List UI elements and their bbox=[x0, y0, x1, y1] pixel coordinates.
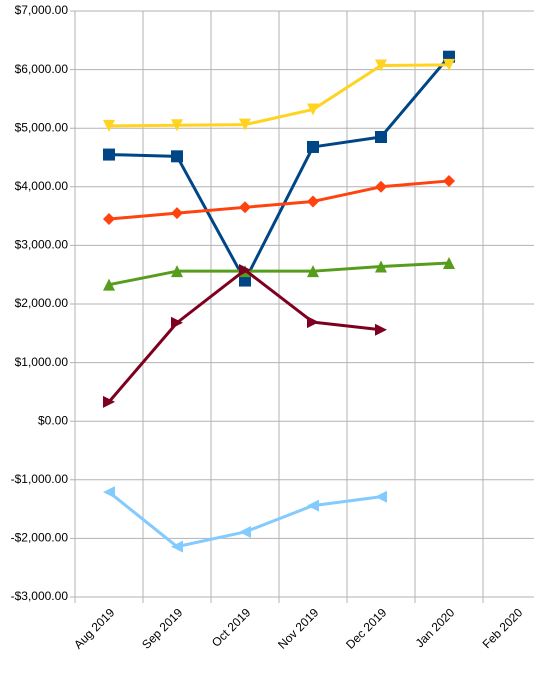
marker bbox=[443, 256, 455, 269]
marker bbox=[307, 316, 319, 329]
marker bbox=[375, 260, 387, 273]
marker bbox=[103, 119, 115, 132]
marker bbox=[239, 201, 251, 214]
x-tick-label: Jan 2020 bbox=[413, 605, 458, 650]
y-tick-label: -$2,000.00 bbox=[11, 531, 69, 545]
y-tick-label: $2,000.00 bbox=[15, 296, 69, 310]
marker bbox=[307, 195, 319, 208]
x-tick-label: Oct 2019 bbox=[209, 605, 254, 650]
marker bbox=[239, 118, 251, 131]
series-line bbox=[108, 179, 450, 221]
y-tick-label: $1,000.00 bbox=[15, 355, 69, 369]
marker bbox=[103, 213, 115, 226]
y-tick-label: -$3,000.00 bbox=[11, 589, 69, 603]
marker bbox=[307, 140, 319, 153]
marker bbox=[171, 265, 183, 278]
marker bbox=[239, 264, 251, 277]
marker bbox=[443, 58, 455, 71]
marker bbox=[171, 540, 183, 553]
y-tick-label: $4,000.00 bbox=[15, 179, 69, 193]
marker bbox=[375, 130, 387, 143]
x-tick-label: Sep 2019 bbox=[139, 605, 185, 651]
marker bbox=[103, 278, 115, 291]
marker bbox=[171, 150, 183, 163]
x-tick-label: Nov 2019 bbox=[275, 605, 321, 651]
marker bbox=[103, 486, 115, 499]
marker bbox=[103, 148, 115, 161]
marker bbox=[307, 499, 319, 512]
y-tick-label: $3,000.00 bbox=[15, 238, 69, 252]
series-line bbox=[108, 63, 450, 128]
y-tick-label: $5,000.00 bbox=[15, 120, 69, 134]
x-tick-label: Feb 2020 bbox=[480, 605, 526, 651]
y-tick-label: $6,000.00 bbox=[15, 62, 69, 76]
marker bbox=[375, 180, 387, 193]
marker bbox=[171, 119, 183, 132]
marker bbox=[307, 265, 319, 278]
marker bbox=[171, 207, 183, 220]
y-tick-label: -$1,000.00 bbox=[11, 472, 69, 486]
series-line bbox=[107, 268, 382, 403]
series-line bbox=[108, 55, 451, 283]
marker bbox=[307, 103, 319, 116]
marker bbox=[443, 174, 455, 187]
marker bbox=[375, 490, 387, 503]
series-line bbox=[108, 261, 450, 287]
x-tick-label: Aug 2019 bbox=[71, 605, 117, 651]
marker bbox=[103, 395, 115, 408]
marker bbox=[375, 323, 387, 336]
marker bbox=[375, 59, 387, 72]
y-tick-label: $0.00 bbox=[38, 413, 68, 427]
x-tick-label: Dec 2019 bbox=[343, 605, 389, 651]
marker bbox=[171, 316, 183, 329]
marker bbox=[239, 525, 251, 538]
marker bbox=[239, 274, 251, 287]
y-tick-label: $7,000.00 bbox=[15, 3, 69, 17]
